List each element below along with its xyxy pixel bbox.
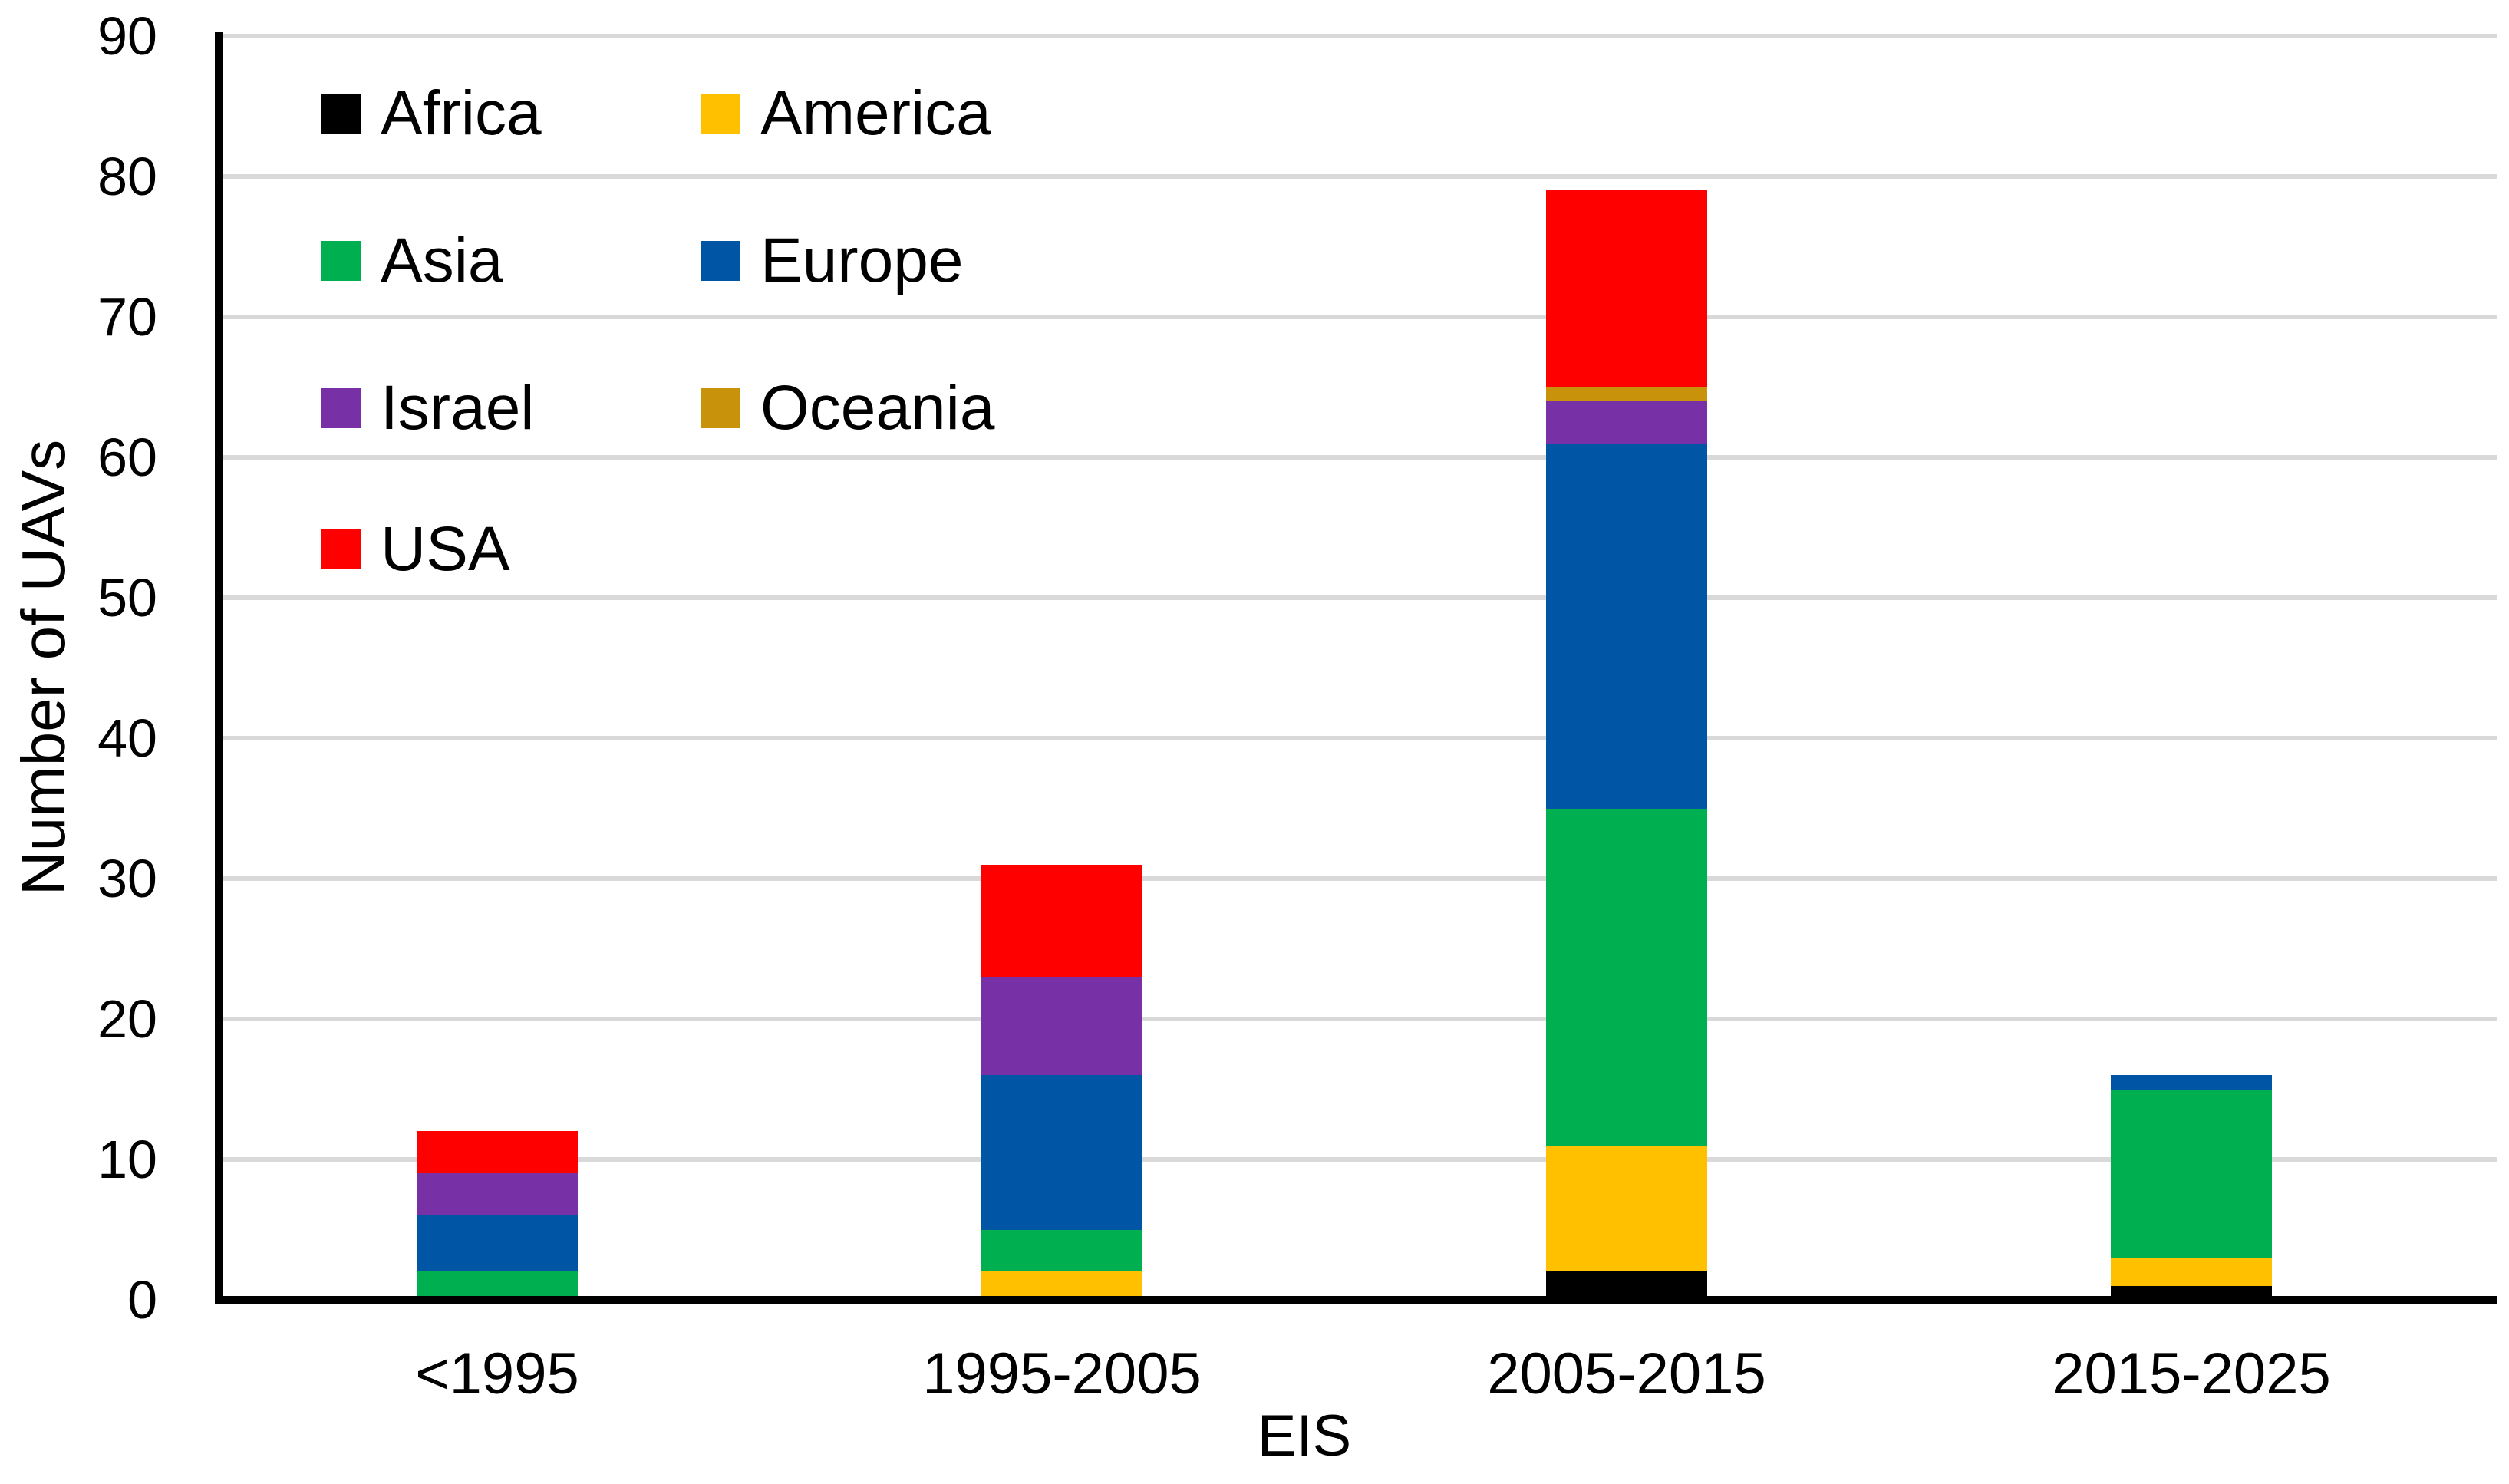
bar-segment-europe xyxy=(981,1075,1142,1230)
legend-item-america: America xyxy=(701,79,991,148)
y-tick-label: 70 xyxy=(97,287,157,347)
y-tick-label: 50 xyxy=(97,568,157,628)
legend-swatch-usa xyxy=(321,529,361,569)
gridline xyxy=(223,876,2497,881)
x-category-label: 1995-2005 xyxy=(922,1341,1202,1407)
y-tick-label: 60 xyxy=(97,427,157,487)
legend-swatch-israel xyxy=(321,388,361,428)
y-tick-label: 30 xyxy=(97,849,157,909)
y-tick-label: 90 xyxy=(97,6,157,66)
gridline xyxy=(223,34,2497,38)
legend-label: Europe xyxy=(760,226,964,295)
x-category-label: <1995 xyxy=(415,1341,579,1407)
bar-segment-america xyxy=(981,1271,1142,1300)
gridline xyxy=(223,1157,2497,1162)
x-axis-title: EIS xyxy=(1257,1403,1352,1469)
y-axis-line xyxy=(215,32,223,1304)
gridline xyxy=(223,315,2497,319)
gridline xyxy=(223,174,2497,179)
x-axis-line xyxy=(215,1296,2497,1304)
bar-segment-israel xyxy=(981,977,1142,1076)
bar-1995-2005 xyxy=(981,864,1142,1300)
gridline xyxy=(223,736,2497,740)
bar-2015-2025 xyxy=(2111,1075,2272,1300)
y-tick-label: 40 xyxy=(97,708,157,768)
legend-label: Africa xyxy=(381,78,542,148)
y-tick-label: 20 xyxy=(97,989,157,1049)
bar-segment-europe xyxy=(1546,443,1707,809)
bar-segment-usa xyxy=(417,1131,578,1174)
legend-item-africa: Africa xyxy=(321,79,542,148)
gridline xyxy=(223,595,2497,600)
bar-segment-europe xyxy=(2111,1075,2272,1090)
bar-segment-usa xyxy=(1546,190,1707,387)
legend-item-europe: Europe xyxy=(701,226,963,295)
gridline xyxy=(223,455,2497,460)
bar-segment-asia xyxy=(981,1229,1142,1272)
legend-swatch-asia xyxy=(321,241,361,281)
y-tick-label: 10 xyxy=(97,1129,157,1189)
bar-segment-israel xyxy=(417,1173,578,1216)
legend-swatch-oceania xyxy=(701,388,740,428)
legend-item-oceania: Oceania xyxy=(701,374,994,443)
legend-item-usa: USA xyxy=(321,515,510,584)
legend-swatch-america xyxy=(701,94,740,134)
legend-swatch-europe xyxy=(701,241,740,281)
bar-segment-america xyxy=(2111,1258,2272,1286)
gridline xyxy=(223,1017,2497,1021)
legend-item-asia: Asia xyxy=(321,226,503,295)
bar-segment-asia xyxy=(2111,1089,2272,1258)
bar-segment-america xyxy=(1546,1145,1707,1272)
y-tick-label: 80 xyxy=(97,147,157,206)
legend-label: Asia xyxy=(381,226,503,295)
x-category-label: 2005-2015 xyxy=(1487,1341,1766,1407)
legend-label: USA xyxy=(381,514,510,584)
bar-segment-europe xyxy=(417,1215,578,1272)
bar-segment-asia xyxy=(1546,808,1707,1146)
bar-segment-asia xyxy=(417,1271,578,1300)
bar-2005-2015 xyxy=(1546,190,1707,1300)
x-category-label: 2015-2025 xyxy=(2052,1341,2331,1407)
bar-segment-israel xyxy=(1546,401,1707,444)
legend-swatch-africa xyxy=(321,94,361,134)
legend-item-israel: Israel xyxy=(321,374,535,443)
y-tick-label: 0 xyxy=(127,1270,157,1330)
bar-<1995 xyxy=(417,1131,578,1300)
legend-label: Oceania xyxy=(760,373,995,443)
y-axis-title: Number of UAVs xyxy=(9,439,77,896)
legend-label: America xyxy=(760,78,991,148)
bar-segment-oceania xyxy=(1546,387,1707,401)
legend-label: Israel xyxy=(381,373,535,443)
bar-segment-usa xyxy=(981,864,1142,978)
bar-segment-africa xyxy=(1546,1271,1707,1300)
